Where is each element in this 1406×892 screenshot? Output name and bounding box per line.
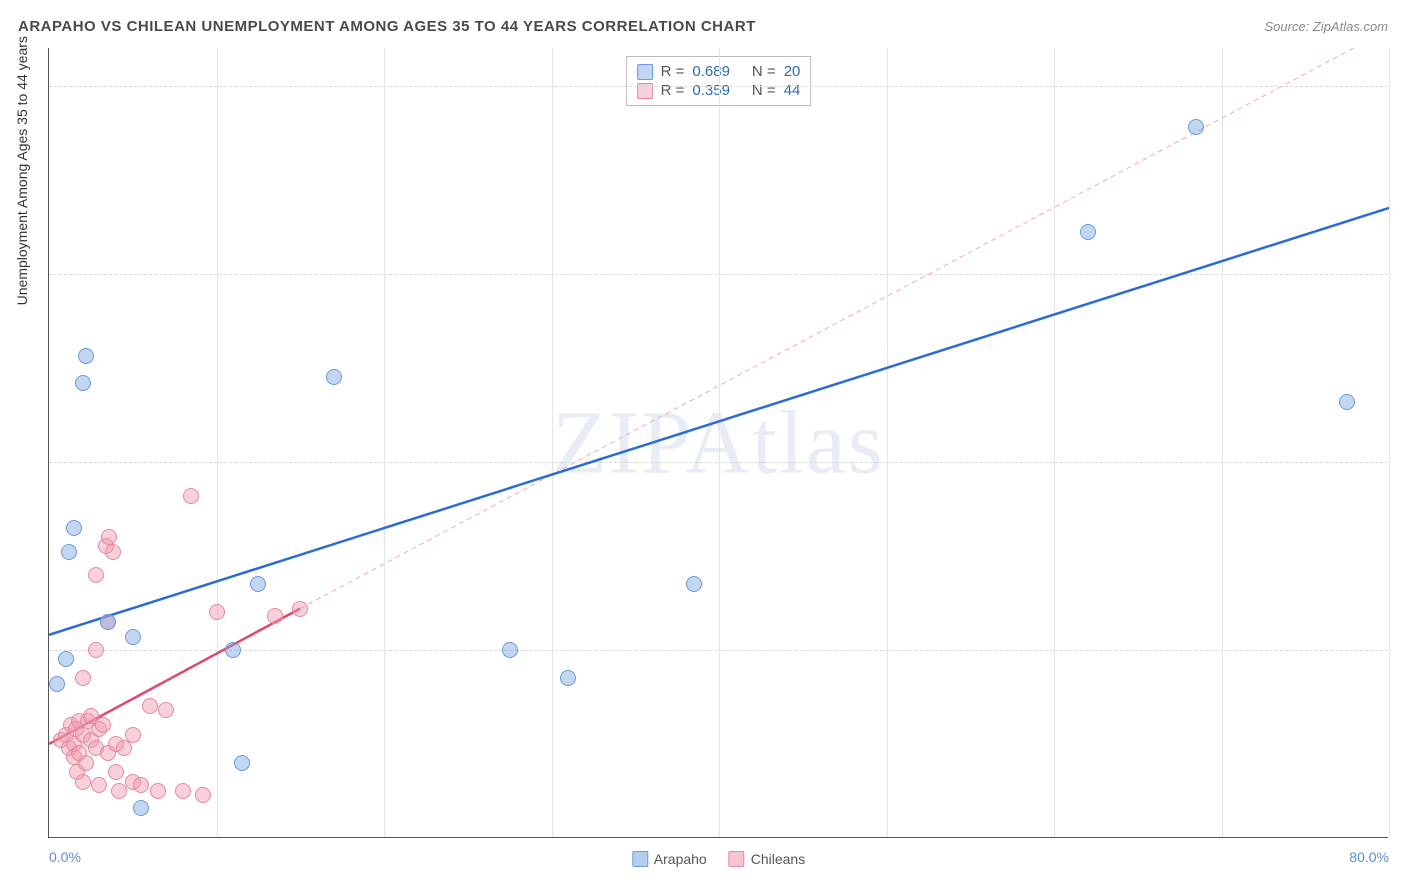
data-point <box>250 576 266 592</box>
data-point <box>133 800 149 816</box>
data-point <box>142 698 158 714</box>
data-point <box>158 702 174 718</box>
y-tick-label: 10.0% <box>1393 642 1406 658</box>
data-point <box>78 755 94 771</box>
data-point <box>686 576 702 592</box>
data-point <box>1188 119 1204 135</box>
data-point <box>225 642 241 658</box>
legend-label: Arapaho <box>654 851 707 867</box>
data-point <box>75 670 91 686</box>
source-attribution: Source: ZipAtlas.com <box>1264 19 1388 34</box>
data-point <box>292 601 308 617</box>
y-tick-label: 30.0% <box>1393 266 1406 282</box>
data-point <box>150 783 166 799</box>
data-point <box>326 369 342 385</box>
data-point <box>88 642 104 658</box>
gridline-vertical <box>1389 48 1390 837</box>
data-point <box>1080 224 1096 240</box>
data-point <box>61 544 77 560</box>
legend-item: Chileans <box>729 851 805 867</box>
data-point <box>209 604 225 620</box>
data-point <box>175 783 191 799</box>
data-point <box>66 520 82 536</box>
data-point <box>133 777 149 793</box>
data-point <box>108 764 124 780</box>
data-point <box>95 717 111 733</box>
y-tick-label: 40.0% <box>1393 78 1406 94</box>
data-point <box>125 727 141 743</box>
y-axis-title: Unemployment Among Ages 35 to 44 years <box>14 36 30 305</box>
legend: Arapaho Chileans <box>632 851 805 867</box>
data-point <box>58 651 74 667</box>
data-point <box>267 608 283 624</box>
data-point <box>1339 394 1355 410</box>
x-tick-label: 80.0% <box>1349 849 1389 865</box>
data-point <box>91 777 107 793</box>
legend-swatch <box>632 851 648 867</box>
data-point <box>560 670 576 686</box>
data-point <box>75 375 91 391</box>
chart-plot-area: ZIPAtlas R =0.689N =20R =0.359N =44 Arap… <box>48 48 1388 838</box>
data-point <box>100 614 116 630</box>
data-point <box>105 544 121 560</box>
legend-item: Arapaho <box>632 851 707 867</box>
data-point <box>49 676 65 692</box>
data-point <box>125 629 141 645</box>
data-point <box>75 774 91 790</box>
data-point <box>88 567 104 583</box>
chart-title: ARAPAHO VS CHILEAN UNEMPLOYMENT AMONG AG… <box>18 18 756 35</box>
data-point <box>183 488 199 504</box>
legend-swatch <box>729 851 745 867</box>
data-point <box>502 642 518 658</box>
legend-label: Chileans <box>751 851 805 867</box>
trend-overlay <box>49 48 1389 838</box>
data-point <box>195 787 211 803</box>
chart-header: ARAPAHO VS CHILEAN UNEMPLOYMENT AMONG AG… <box>18 18 1388 35</box>
data-point <box>78 348 94 364</box>
y-tick-label: 20.0% <box>1393 454 1406 470</box>
data-point <box>101 529 117 545</box>
x-tick-label: 0.0% <box>49 849 81 865</box>
data-point <box>234 755 250 771</box>
